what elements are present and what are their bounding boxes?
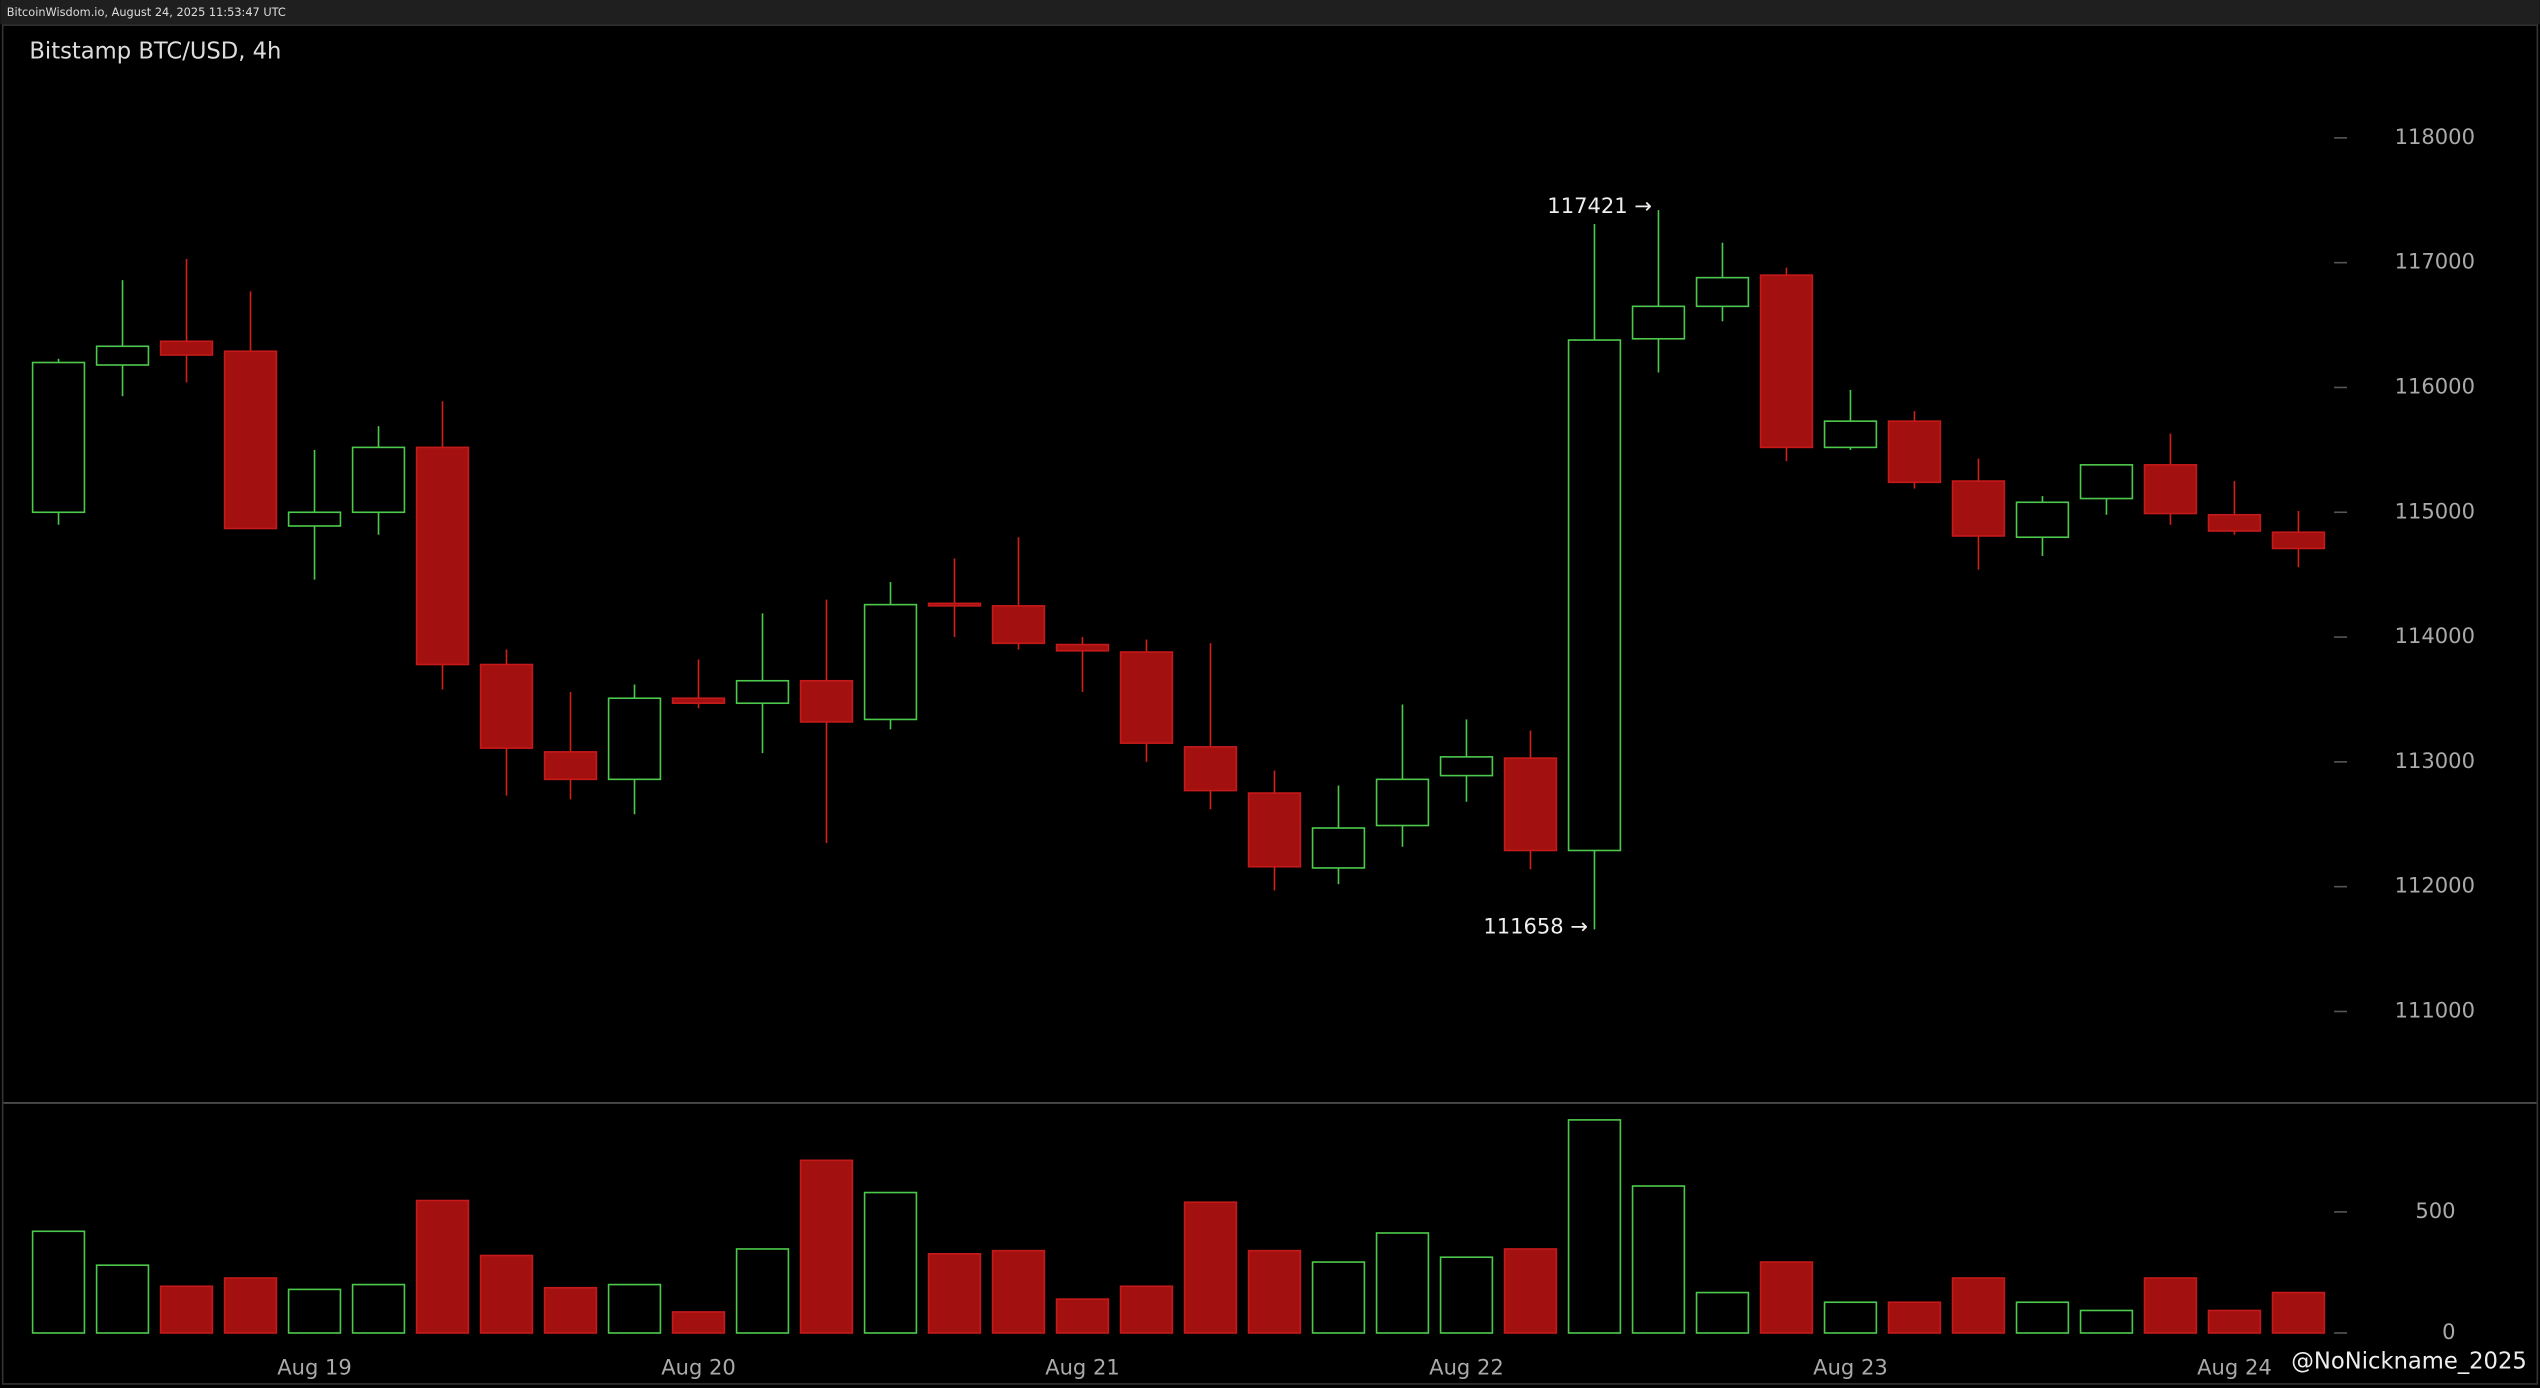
candle-body bbox=[1567, 339, 1622, 852]
x-tick-label: Aug 21 bbox=[1045, 1355, 1120, 1380]
candle-body bbox=[1695, 276, 1750, 308]
volume-bar bbox=[1631, 1185, 1686, 1334]
volume-bar bbox=[1183, 1201, 1238, 1334]
y-tick-label: 113000 bbox=[2395, 748, 2475, 773]
candle-body bbox=[1311, 827, 1366, 869]
volume-bar bbox=[2143, 1277, 2198, 1334]
candle-body bbox=[415, 446, 470, 666]
panel-border bbox=[1, 24, 2539, 1385]
x-tick-label: Aug 19 bbox=[277, 1355, 352, 1380]
volume-bar bbox=[287, 1288, 342, 1334]
candle-body bbox=[95, 345, 150, 366]
y-tick-label: 111000 bbox=[2395, 997, 2475, 1022]
header-text: BitcoinWisdom.io, August 24, 2025 11:53:… bbox=[7, 5, 286, 19]
volume-bar bbox=[1695, 1291, 1750, 1334]
y-tick-label: 115000 bbox=[2395, 498, 2475, 523]
candle-body bbox=[1119, 651, 1174, 744]
volume-bar bbox=[671, 1311, 726, 1334]
volume-bar bbox=[863, 1191, 918, 1334]
volume-bar bbox=[799, 1159, 854, 1334]
candle-body bbox=[479, 663, 534, 749]
volume-bar bbox=[351, 1283, 406, 1334]
volume-bar bbox=[1759, 1261, 1814, 1334]
candle-body bbox=[287, 511, 342, 527]
candle-body bbox=[1759, 274, 1814, 449]
volume-bar bbox=[2271, 1291, 2326, 1334]
candle-body bbox=[2015, 501, 2070, 539]
volume-bar bbox=[415, 1199, 470, 1334]
volume-bar bbox=[1055, 1298, 1110, 1334]
y-tick-label: 114000 bbox=[2395, 623, 2475, 648]
candle-body bbox=[351, 446, 406, 514]
x-tick-label: Aug 24 bbox=[2197, 1355, 2272, 1380]
volume-bar bbox=[1119, 1285, 1174, 1334]
volume-bar bbox=[1823, 1301, 1878, 1334]
candle-body bbox=[31, 361, 86, 514]
candle-body bbox=[927, 602, 982, 607]
volume-bar bbox=[95, 1264, 150, 1334]
volume-bar bbox=[1375, 1232, 1430, 1334]
volume-bar bbox=[2207, 1309, 2262, 1334]
candle-body bbox=[799, 679, 854, 723]
volume-bar bbox=[159, 1285, 214, 1334]
volume-tick-label: 500 bbox=[2415, 1198, 2455, 1223]
y-tick-label: 117000 bbox=[2395, 249, 2475, 274]
volume-bar bbox=[31, 1230, 86, 1334]
candle-body bbox=[1183, 746, 1238, 792]
y-tick-label: 118000 bbox=[2395, 124, 2475, 149]
candle-body bbox=[159, 340, 214, 356]
candle-body bbox=[991, 605, 1046, 645]
volume-bar bbox=[607, 1283, 662, 1334]
volume-bar bbox=[1887, 1301, 1942, 1334]
volume-bar bbox=[735, 1248, 790, 1334]
volume-tick-label: 0 bbox=[2442, 1319, 2455, 1344]
candle-body bbox=[1503, 757, 1558, 852]
volume-bar bbox=[1503, 1248, 1558, 1334]
chart-title: Bitstamp BTC/USD, 4h bbox=[29, 38, 281, 64]
volume-bar bbox=[1311, 1261, 1366, 1334]
volume-bar bbox=[991, 1249, 1046, 1334]
candle-body bbox=[223, 350, 278, 530]
header-bar bbox=[0, 0, 2540, 25]
candle-body bbox=[1247, 792, 1302, 868]
watermark: @NoNickname_2025 bbox=[2291, 1349, 2527, 1375]
candle-body bbox=[1951, 480, 2006, 537]
candle-body bbox=[1055, 643, 1110, 652]
x-tick-label: Aug 20 bbox=[661, 1355, 736, 1380]
volume-bar bbox=[479, 1254, 534, 1334]
y-tick-label: 112000 bbox=[2395, 873, 2475, 898]
candle-body bbox=[735, 679, 790, 705]
candle-body bbox=[607, 697, 662, 781]
candle-body bbox=[543, 751, 598, 781]
candle-body bbox=[2207, 513, 2262, 532]
candle-body bbox=[1631, 305, 1686, 340]
volume-bar bbox=[1567, 1119, 1622, 1334]
x-tick-label: Aug 23 bbox=[1813, 1355, 1888, 1380]
volume-bar bbox=[927, 1253, 982, 1334]
price-annotation: 117421 → bbox=[1547, 193, 1652, 218]
candle-body bbox=[1887, 420, 1942, 484]
volume-bar bbox=[1247, 1249, 1302, 1334]
volume-bar bbox=[2015, 1301, 2070, 1334]
volume-bar bbox=[1439, 1256, 1494, 1334]
x-tick-label: Aug 22 bbox=[1429, 1355, 1504, 1380]
volume-bar bbox=[543, 1286, 598, 1334]
price-annotation: 111658 → bbox=[1483, 914, 1588, 939]
candle-body bbox=[2079, 464, 2134, 500]
candle-body bbox=[1823, 420, 1878, 449]
y-tick-label: 116000 bbox=[2395, 373, 2475, 398]
candle-body bbox=[1375, 778, 1430, 827]
candle-body bbox=[2143, 464, 2198, 515]
volume-bar bbox=[223, 1277, 278, 1334]
candle-body bbox=[863, 603, 918, 721]
volume-bar bbox=[2079, 1309, 2134, 1334]
candle-body bbox=[2271, 531, 2326, 550]
volume-bar bbox=[1951, 1277, 2006, 1334]
candle-body bbox=[1439, 756, 1494, 777]
candle-body bbox=[671, 697, 726, 705]
